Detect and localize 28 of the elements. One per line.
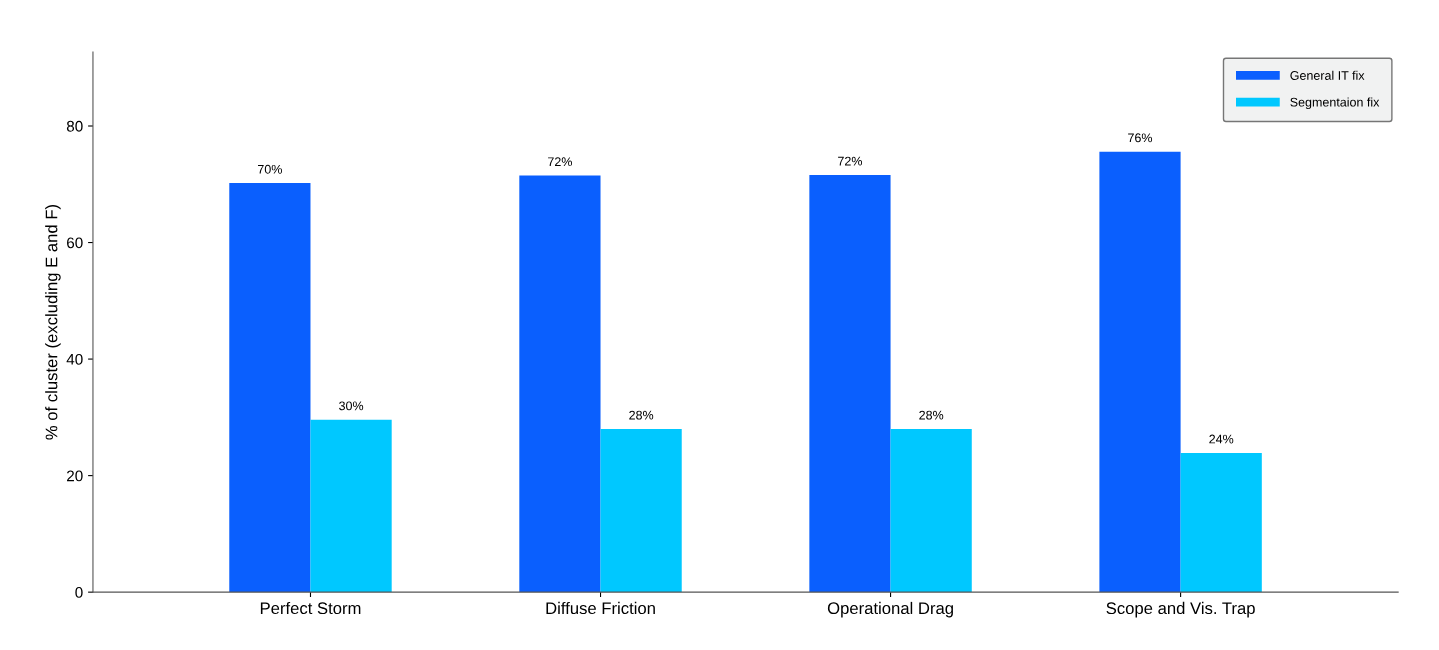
data-label: 76%: [1128, 133, 1153, 143]
y-axis-title: % of cluster (excluding E and F): [45, 205, 61, 440]
data-label: 28%: [919, 410, 944, 420]
y-tick-label: 80: [66, 120, 83, 132]
legend-label: Segmentaion fix: [1290, 97, 1380, 110]
bar: [600, 429, 682, 593]
bar: [890, 429, 972, 593]
x-tick-label: Operational Drag: [827, 601, 953, 618]
bar: [1180, 452, 1262, 593]
bar: [809, 174, 891, 593]
data-label: 30%: [339, 401, 364, 411]
y-tick-label: 20: [67, 470, 83, 482]
y-tick-label: 60: [67, 237, 83, 249]
data-label: 28%: [629, 410, 654, 420]
x-tick-label: Perfect Storm: [260, 601, 361, 615]
bar: [310, 419, 392, 593]
legend-label: General IT fix: [1290, 70, 1365, 80]
x-tick-label: Diffuse Friction: [546, 601, 655, 615]
bar: [519, 175, 601, 593]
x-tick-label: Scope and Vis. Trap: [1106, 601, 1255, 618]
data-label: 70%: [258, 164, 282, 174]
data-label: 72%: [548, 157, 572, 167]
y-tick-label: 40: [66, 353, 83, 365]
data-label: 24%: [1209, 434, 1234, 444]
bar: [229, 183, 311, 593]
y-tick-label: 0: [75, 587, 83, 598]
bar: [1099, 151, 1181, 593]
data-label: 72%: [838, 156, 863, 166]
